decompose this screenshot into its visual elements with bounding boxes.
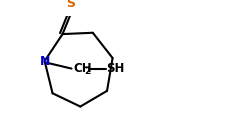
Text: S: S	[66, 0, 75, 10]
Text: N: N	[40, 54, 50, 67]
Text: CH: CH	[73, 62, 92, 75]
Text: 2: 2	[85, 67, 91, 76]
Text: SH: SH	[106, 62, 125, 75]
